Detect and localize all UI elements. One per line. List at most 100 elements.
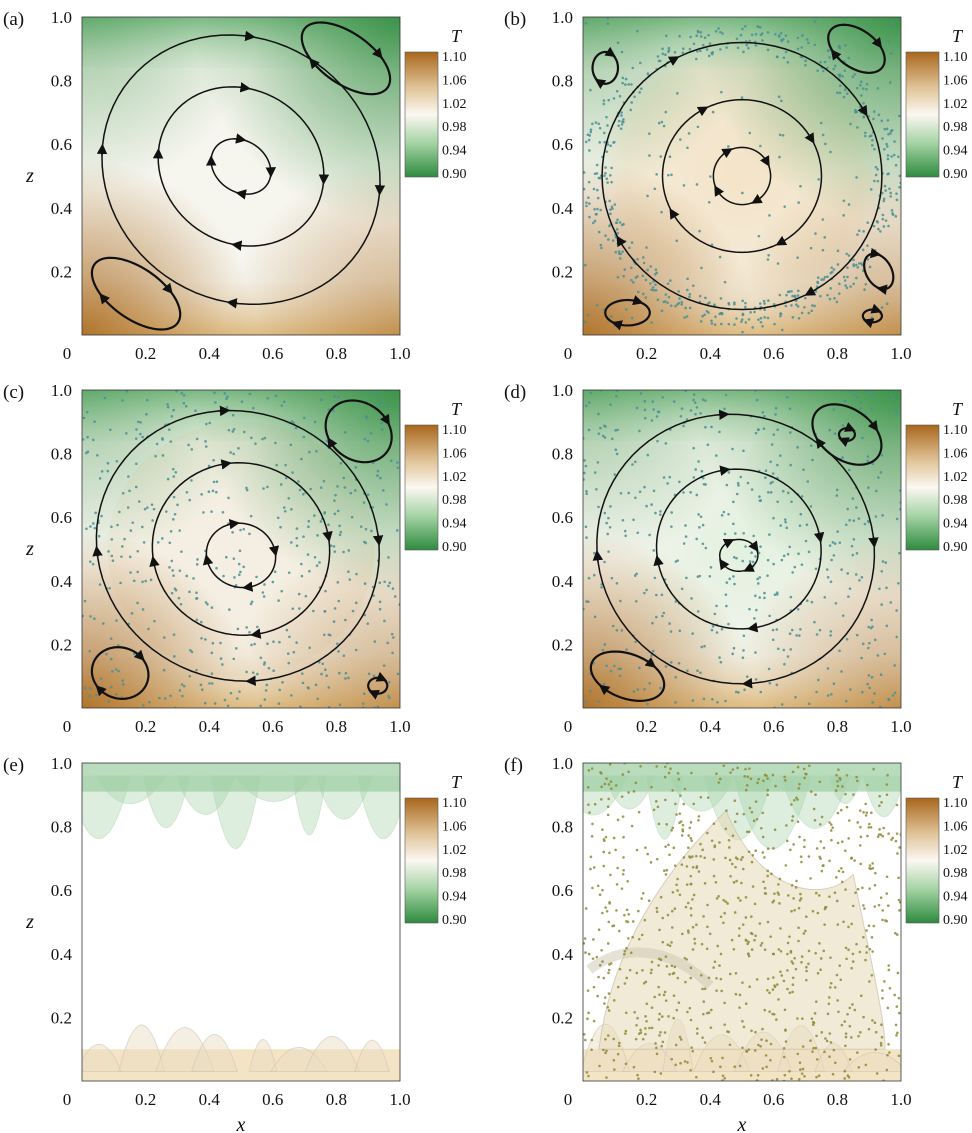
y-tick-label: 0.4 — [552, 199, 574, 218]
plot-frame — [582, 389, 902, 709]
streamline-arrow — [714, 185, 725, 197]
streamline-arrow — [243, 30, 256, 42]
plot-area — [583, 17, 901, 335]
colorbar-tick-label: 0.94 — [943, 517, 968, 532]
streamline-arrow — [775, 235, 788, 246]
x-tick-label: 0.8 — [326, 717, 347, 736]
x-tick-label: 0 — [63, 344, 72, 363]
panel-label: (b) — [504, 9, 526, 30]
plot-frame — [81, 762, 401, 1082]
colorbar-tick-label: 1.10 — [442, 796, 467, 811]
y-tick-label: 0.6 — [552, 135, 573, 154]
y-tick-label: 0.2 — [552, 1008, 573, 1027]
panel-label: (c) — [3, 382, 24, 403]
colorbar-tick-label: 1.02 — [943, 470, 968, 485]
colorbar-gradient — [404, 797, 439, 924]
x-tick-label: 0.4 — [199, 717, 221, 736]
colorbar-tick-label: 1.02 — [943, 97, 968, 112]
y-tick-label: 1.0 — [51, 754, 72, 773]
plot-frame — [81, 389, 401, 709]
x-tick-label: 1.0 — [890, 717, 911, 736]
colorbar-tick-label: 0.94 — [442, 890, 467, 905]
streamline-arrow — [759, 155, 770, 167]
y-tick-label: 1.0 — [51, 381, 72, 400]
x-tick-label: 0.4 — [199, 344, 221, 363]
plot-area — [82, 763, 400, 1081]
streamline-arrow — [220, 459, 232, 470]
streamline-arrow — [379, 413, 390, 426]
x-tick-label: 0 — [63, 717, 72, 736]
y-tick-label: 0.8 — [552, 445, 573, 464]
y-tick-label: 0.6 — [51, 508, 72, 527]
colorbar-tick-label: 0.94 — [442, 144, 467, 159]
streamline-arrow — [162, 282, 173, 295]
y-tick-label: 0.8 — [51, 72, 72, 91]
x-tick-label: 0.6 — [763, 1090, 784, 1109]
colorbar-tick-label: 1.10 — [943, 796, 968, 811]
y-tick-label: 0.2 — [51, 635, 72, 654]
particles — [82, 390, 400, 708]
streamline-arrow — [99, 293, 111, 305]
streamline-arrow — [133, 649, 145, 661]
streamline-arrow — [669, 208, 680, 220]
y-tick-label: 0.8 — [552, 818, 573, 837]
colorbar-title: T — [952, 26, 964, 46]
colorbar-tick-label: 1.02 — [442, 470, 467, 485]
x-tick-label: 1.0 — [389, 1090, 410, 1109]
streamline-arrow — [871, 36, 883, 49]
colorbar-tick-label: 0.94 — [943, 144, 968, 159]
x-tick-label: 0.4 — [199, 1090, 221, 1109]
streamline-arrow — [653, 554, 664, 567]
colorbar-tick-label: 1.10 — [442, 50, 467, 65]
streamline-arrow — [226, 298, 239, 309]
streamline-arrow — [149, 555, 160, 568]
y-tick-label: 0.4 — [552, 572, 574, 591]
panel-c: (c) 0.2 0.4 0.6 0.8 1.0 0 0.2 0.4 0.6 0.8 1.0 z T 1.10… — [3, 381, 467, 736]
y-tick-label: 0.2 — [552, 262, 573, 281]
x-tick-label: 0.8 — [827, 344, 848, 363]
colorbar-tick-label: 1.10 — [943, 50, 968, 65]
x-tick-label: 0 — [564, 717, 573, 736]
y-tick-label: 0.8 — [552, 72, 573, 91]
x-tick-label: 0.8 — [326, 344, 347, 363]
colorbar-tick-label: 1.06 — [943, 446, 968, 461]
streamline-arrow — [815, 437, 827, 450]
x-tick-label: 0.6 — [262, 717, 283, 736]
x-tick-label: 1.0 — [890, 1090, 911, 1109]
colorbar-tick-label: 0.98 — [442, 866, 467, 881]
colorbar-tick-label: 0.98 — [943, 493, 968, 508]
colorbar-gradient — [404, 424, 439, 551]
colorbar: T 1.10 1.06 1.02 0.98 0.94 0.90 — [905, 399, 968, 555]
y-tick-label: 1.0 — [51, 8, 72, 27]
colorbar: T 1.10 1.06 1.02 0.98 0.94 0.90 — [905, 772, 968, 928]
streamline-arrow — [322, 530, 333, 543]
panel-a: (a) 0.2 0.4 0.6 0.8 1.0 0 0.2 0.4 0.6 0.8 1.0 z T 1.10… — [3, 8, 467, 363]
y-tick-label: 0.4 — [51, 945, 73, 964]
x-tick-label: 0.2 — [636, 717, 657, 736]
streamline-arrow — [667, 56, 680, 66]
streamline-arrow — [696, 106, 709, 117]
y-tick-label: 0.6 — [51, 881, 72, 900]
colorbar: T 1.10 1.06 1.02 0.98 0.94 0.90 — [404, 772, 467, 928]
plot-frame — [81, 16, 401, 336]
colorbar-tick-label: 1.06 — [943, 73, 968, 88]
y-tick-label: 0.2 — [51, 1008, 72, 1027]
colorbar-title: T — [451, 772, 463, 792]
colorbar-tick-label: 1.02 — [943, 843, 968, 858]
colorbar: T 1.10 1.06 1.02 0.98 0.94 0.90 — [905, 26, 968, 182]
panel-f: (f) 0.2 0.4 0.6 0.8 1.0 0 0.2 0.4 0.6 0.8 1.0 x T 1.10… — [504, 754, 968, 1133]
colorbar-title: T — [952, 772, 964, 792]
streamline-arrow — [371, 47, 383, 59]
plot-area — [583, 763, 901, 1081]
panel-e: (e) 0.2 0.4 0.6 0.8 1.0 0 0.2 0.4 0.6 0.8 1.0 z x T 1.1… — [3, 754, 467, 1133]
x-tick-label: 0.2 — [135, 717, 156, 736]
colorbar-tick-label: 1.10 — [442, 423, 467, 438]
x-tick-label: 0 — [564, 344, 573, 363]
streamline-arrow — [92, 545, 103, 558]
colorbar-gradient — [905, 51, 940, 178]
colorbar-tick-label: 0.90 — [943, 167, 968, 182]
panel-label: (f) — [504, 755, 523, 776]
x-tick-label: 0.2 — [636, 344, 657, 363]
x-tick-label: 0 — [63, 1090, 72, 1109]
panel-d: (d) 0.2 0.4 0.6 0.8 1.0 0 0.2 0.4 0.6 0.8 1.0 T 1.10 1… — [504, 381, 968, 736]
